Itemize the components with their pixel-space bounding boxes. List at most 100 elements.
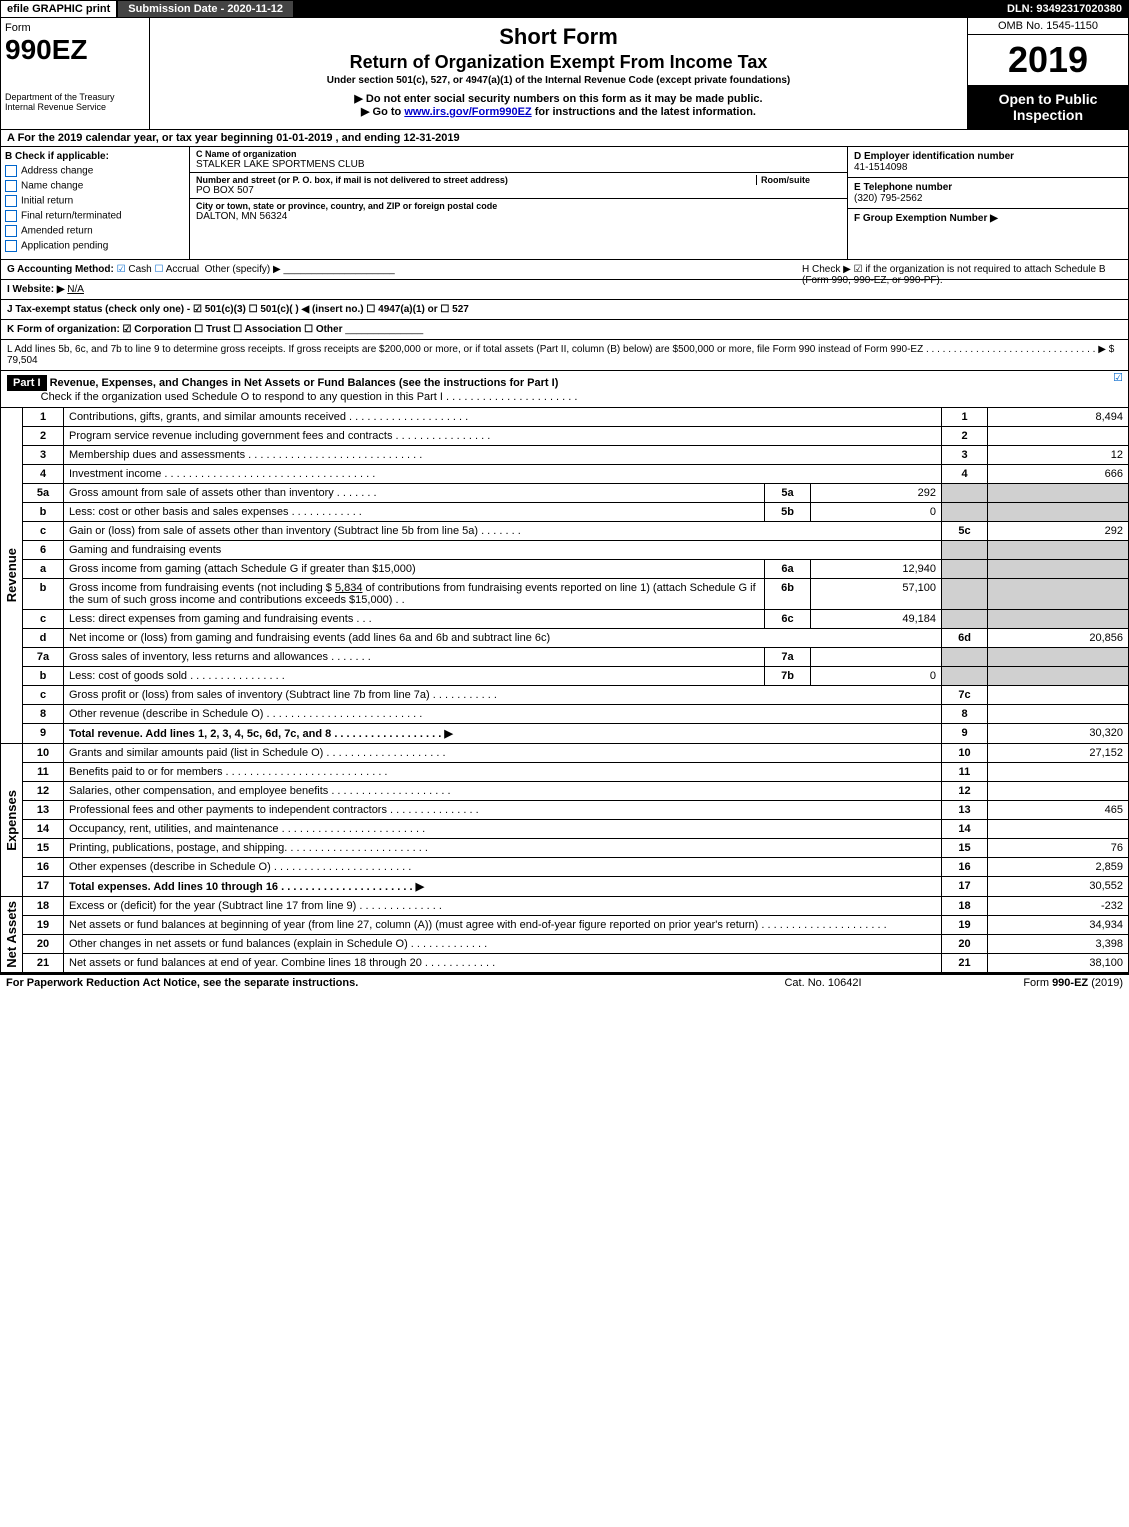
l6b-fill: 5,834: [335, 582, 363, 594]
form-word: Form: [5, 22, 145, 34]
e-phone: E Telephone number (320) 795-2562: [848, 178, 1128, 209]
l12-n: 12: [23, 782, 64, 801]
part1-title: Revenue, Expenses, and Changes in Net As…: [50, 377, 559, 389]
l7b-txt: Less: cost of goods sold . . . . . . . .…: [64, 667, 765, 686]
l7b-sh2: [988, 667, 1129, 686]
c-label: C Name of organization: [196, 149, 841, 159]
l1-txt: Contributions, gifts, grants, and simila…: [64, 408, 942, 427]
l5b-sh: [942, 503, 988, 522]
l5a-sh2: [988, 484, 1129, 503]
tax-year: 2019: [968, 35, 1128, 85]
website-value: N/A: [67, 284, 84, 295]
part1-tab: Part I: [7, 375, 47, 391]
g-cash-check[interactable]: ☑: [117, 264, 129, 275]
l7a-inv: [811, 648, 942, 667]
l10-txt: Grants and similar amounts paid (list in…: [64, 744, 942, 763]
l19-code: 19: [942, 916, 988, 935]
l20-txt: Other changes in net assets or fund bala…: [64, 935, 942, 954]
l2-amt: [988, 427, 1129, 446]
l3-amt: 12: [988, 446, 1129, 465]
l3-code: 3: [942, 446, 988, 465]
l15-txt: Printing, publications, postage, and shi…: [64, 839, 942, 858]
part1-checkbox[interactable]: ☑: [1108, 371, 1128, 384]
l6c-txt: Less: direct expenses from gaming and fu…: [64, 610, 765, 629]
section-b: B Check if applicable: Address change Na…: [1, 147, 190, 259]
h-check: H Check ▶ ☑ if the organization is not r…: [802, 264, 1122, 286]
l7a-in: 7a: [765, 648, 811, 667]
ein: 41-1514098: [854, 162, 1122, 173]
goto-link[interactable]: www.irs.gov/Form990EZ: [404, 106, 531, 118]
l5b-txt: Less: cost or other basis and sales expe…: [64, 503, 765, 522]
l7c-amt: [988, 686, 1129, 705]
l18-txt: Excess or (deficit) for the year (Subtra…: [64, 897, 942, 916]
l17-amt: 30,552: [988, 877, 1129, 897]
c-name: C Name of organization STALKER LAKE SPOR…: [190, 147, 847, 173]
l1-n: 1: [23, 408, 64, 427]
g-accrual-check[interactable]: ☐: [155, 264, 166, 275]
c-city: City or town, state or province, country…: [190, 199, 847, 224]
l6a-sh: [942, 560, 988, 579]
g-other: Other (specify) ▶: [205, 264, 281, 275]
l20-amt: 3,398: [988, 935, 1129, 954]
line-a-taxyear: A For the 2019 calendar year, or tax yea…: [0, 130, 1129, 147]
opt-address-change[interactable]: Address change: [5, 165, 185, 177]
l5b-n: b: [23, 503, 64, 522]
header-center: Short Form Return of Organization Exempt…: [150, 18, 967, 129]
l21-n: 21: [23, 954, 64, 973]
l19-n: 19: [23, 916, 64, 935]
phone: (320) 795-2562: [854, 193, 1122, 204]
l15-amt: 76: [988, 839, 1129, 858]
l6-sh: [942, 541, 988, 560]
l7b-n: b: [23, 667, 64, 686]
l2-n: 2: [23, 427, 64, 446]
goto-line: ▶ Go to www.irs.gov/Form990EZ for instru…: [154, 105, 963, 118]
l6b-inv: 57,100: [811, 579, 942, 610]
l12-code: 12: [942, 782, 988, 801]
form-number: 990EZ: [5, 34, 145, 66]
g-cash: Cash: [128, 264, 151, 275]
opt-amended-return[interactable]: Amended return: [5, 225, 185, 237]
l6c-sh: [942, 610, 988, 629]
l14-n: 14: [23, 820, 64, 839]
l6d-amt: 20,856: [988, 629, 1129, 648]
l4-code: 4: [942, 465, 988, 484]
l7b-in: 7b: [765, 667, 811, 686]
l9-code: 9: [942, 724, 988, 744]
l7a-sh: [942, 648, 988, 667]
l1-amt: 8,494: [988, 408, 1129, 427]
header-right: OMB No. 1545-1150 2019 Open to Public In…: [967, 18, 1128, 129]
opt-application-pending[interactable]: Application pending: [5, 240, 185, 252]
l9-amt: 30,320: [988, 724, 1129, 744]
l6d-n: d: [23, 629, 64, 648]
l21-amt: 38,100: [988, 954, 1129, 973]
street: PO BOX 507: [196, 185, 756, 196]
l14-txt: Occupancy, rent, utilities, and maintena…: [64, 820, 942, 839]
opt-name-change[interactable]: Name change: [5, 180, 185, 192]
l6a-inv: 12,940: [811, 560, 942, 579]
l3-txt: Membership dues and assessments . . . . …: [64, 446, 942, 465]
title-return: Return of Organization Exempt From Incom…: [154, 52, 963, 73]
expenses-section: Expenses 10Grants and similar amounts pa…: [0, 744, 1129, 897]
c-street: Number and street (or P. O. box, if mail…: [190, 173, 847, 199]
efile-print[interactable]: efile GRAPHIC print: [1, 1, 118, 17]
l7b-sh: [942, 667, 988, 686]
opt-initial-return[interactable]: Initial return: [5, 195, 185, 207]
l6a-in: 6a: [765, 560, 811, 579]
open-to-public: Open to Public Inspection: [968, 85, 1128, 129]
l4-n: 4: [23, 465, 64, 484]
l7c-txt: Gross profit or (loss) from sales of inv…: [64, 686, 942, 705]
l6b-in: 6b: [765, 579, 811, 610]
opt-final-return[interactable]: Final return/terminated: [5, 210, 185, 222]
l3-n: 3: [23, 446, 64, 465]
revenue-table: 1Contributions, gifts, grants, and simil…: [22, 408, 1129, 744]
l2-code: 2: [942, 427, 988, 446]
row-l: L Add lines 5b, 6c, and 7b to line 9 to …: [0, 340, 1129, 371]
l6a-sh2: [988, 560, 1129, 579]
l6c-sh2: [988, 610, 1129, 629]
l9-txt: Total revenue. Add lines 1, 2, 3, 4, 5c,…: [64, 724, 942, 744]
l6-sh2: [988, 541, 1129, 560]
l14-amt: [988, 820, 1129, 839]
city: DALTON, MN 56324: [196, 211, 841, 222]
l6c-inv: 49,184: [811, 610, 942, 629]
l5c-code: 5c: [942, 522, 988, 541]
